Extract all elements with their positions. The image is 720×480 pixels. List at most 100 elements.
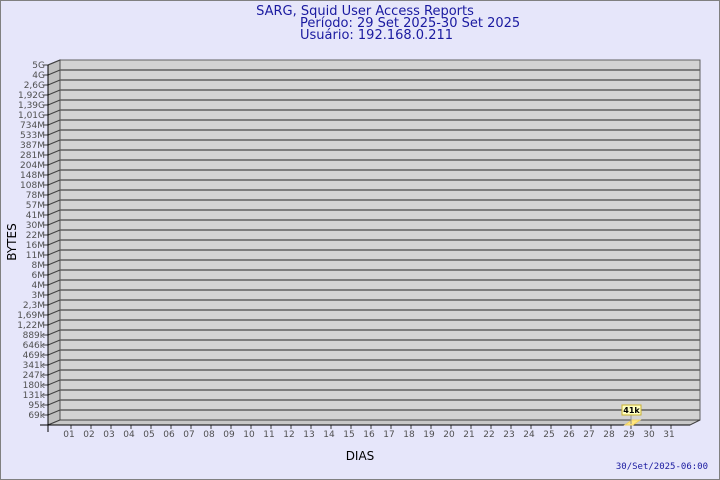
- gridline-side: [47, 159, 61, 166]
- y-tick-label: 469k: [23, 351, 46, 361]
- x-tick-label: 08: [203, 430, 215, 440]
- x-tick-label: 25: [543, 430, 554, 440]
- y-tick-label: 2,3M: [23, 301, 45, 311]
- y-tick-label: 41M: [26, 211, 45, 221]
- y-tick-label: 4G: [32, 71, 45, 81]
- y-tick-label: 533M: [20, 131, 45, 141]
- x-tick-label: 15: [343, 430, 354, 440]
- gridline-side: [47, 259, 61, 266]
- gridline-side: [47, 309, 61, 316]
- gridline-side: [47, 139, 61, 146]
- gridline-side: [47, 209, 61, 216]
- gridline-side: [47, 409, 61, 416]
- gridline-side: [47, 359, 61, 366]
- x-axis-label: DIAS: [346, 449, 375, 463]
- y-tick-label: 204M: [20, 161, 45, 171]
- x-axis-ticks: 01 02 03 04 05 06 07 08 09 10 11 12 13 14 15 16 17 18 19 20…: [63, 425, 675, 440]
- gridline-side: [47, 389, 61, 396]
- x-tick-label: 29: [623, 430, 635, 440]
- x-tick-label: 03: [103, 430, 114, 440]
- gridline-side: [47, 179, 61, 186]
- x-tick-label: 31: [663, 430, 674, 440]
- x-tick-label: 18: [403, 430, 415, 440]
- x-tick-label: 11: [263, 430, 274, 440]
- x-tick-label: 14: [323, 430, 335, 440]
- y-tick-label: 734M: [20, 121, 45, 131]
- y-tick-label: 11M: [26, 251, 45, 261]
- gridline-side: [47, 279, 61, 286]
- gridline-side: [47, 59, 61, 66]
- gridline-side: [47, 329, 61, 336]
- gridline-side: [47, 219, 61, 226]
- gridline-side: [47, 349, 61, 356]
- y-tick-label: 95k: [28, 401, 45, 411]
- y-tick-label: 30M: [26, 221, 45, 231]
- y-tick-label: 3M: [32, 291, 46, 301]
- gridline-side: [47, 239, 61, 246]
- gridline-side: [47, 129, 61, 136]
- gridline-side: [47, 109, 61, 116]
- y-tick-label: 180k: [23, 381, 46, 391]
- x-tick-label: 24: [523, 430, 535, 440]
- y-tick-label: 247k: [23, 371, 46, 381]
- y-tick-label: 1,92G: [18, 91, 45, 101]
- y-tick-label: 1,69M: [17, 311, 45, 321]
- x-tick-label: 13: [303, 430, 314, 440]
- gridline-side: [47, 249, 61, 256]
- y-tick-label: 281M: [20, 151, 45, 161]
- gridline-side: [47, 269, 61, 276]
- y-tick-label: 5G: [32, 61, 45, 71]
- gridline-side: [47, 89, 61, 96]
- gridline-side: [47, 229, 61, 236]
- y-tick-label: 69k: [28, 411, 45, 421]
- x-tick-label: 17: [383, 430, 394, 440]
- gridline-side: [47, 149, 61, 156]
- gridline-side: [47, 299, 61, 306]
- x-tick-label: 26: [563, 430, 575, 440]
- bar-day-29: [623, 419, 642, 426]
- floor: [47, 419, 701, 426]
- bars: 41k: [621, 404, 642, 426]
- y-tick-label: 131k: [23, 391, 46, 401]
- y-tick-label: 6M: [32, 271, 46, 281]
- gridline-side: [47, 399, 61, 406]
- gridline-side: [47, 99, 61, 106]
- bar-label-box: [621, 404, 642, 416]
- gridline-side: [47, 169, 61, 176]
- x-tick-label: 09: [223, 430, 235, 440]
- x-tick-label: 28: [603, 430, 615, 440]
- gridlines: [47, 59, 700, 416]
- x-tick-label: 06: [163, 430, 175, 440]
- y-tick-label: 341k: [23, 361, 46, 371]
- generated-timestamp: 30/Set/2025-06:00: [616, 462, 708, 472]
- chart-title: SARG, Squid User Access Reports: [256, 4, 474, 19]
- y-tick-label: 108M: [20, 181, 45, 191]
- x-tick-label: 05: [143, 430, 154, 440]
- x-tick-label: 10: [243, 430, 255, 440]
- x-tick-label: 07: [183, 430, 194, 440]
- x-tick-label: 04: [123, 430, 135, 440]
- chart-subtitle-user: Usuário: 192.168.0.211: [300, 28, 453, 43]
- gridline-side: [47, 199, 61, 206]
- gridline-side: [47, 379, 61, 386]
- gridline-side: [47, 319, 61, 326]
- chart-subtitle-period: Período: 29 Set 2025-30 Set 2025: [300, 16, 520, 31]
- x-tick-label: 22: [483, 430, 494, 440]
- y-tick-label: 4M: [32, 281, 46, 291]
- y-tick-label: 22M: [26, 231, 45, 241]
- gridline-side: [47, 189, 61, 196]
- gridline-side: [47, 339, 61, 346]
- gridline-side: [47, 289, 61, 296]
- gridline-side: [47, 369, 61, 376]
- x-tick-label: 30: [643, 430, 655, 440]
- y-tick-label: 148M: [20, 171, 45, 181]
- y-tick-label: 889k: [23, 331, 46, 341]
- y-tick-label: 1,01G: [18, 111, 45, 121]
- y-tick-label: 8M: [32, 261, 46, 271]
- bar-data-label: 41k: [623, 406, 640, 415]
- y-axis-ticks: 5G4G2,6G1,92G1,39G1,01G734M533M387M281M2…: [17, 61, 48, 421]
- y-tick-label: 2,6G: [24, 81, 45, 91]
- x-tick-label: 01: [63, 430, 74, 440]
- y-tick-label: 78M: [26, 191, 45, 201]
- y-tick-label: 387M: [20, 141, 45, 151]
